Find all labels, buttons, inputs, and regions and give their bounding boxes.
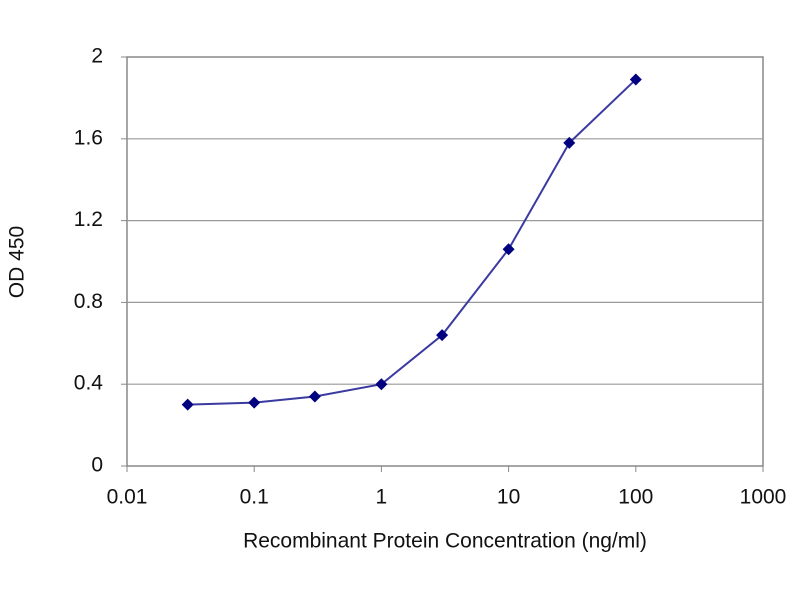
- data-point: [181, 398, 194, 411]
- y-tick-label: 0.4: [74, 372, 104, 395]
- data-point: [308, 390, 321, 403]
- x-tick-label: 1000: [740, 486, 787, 509]
- y-tick-label: 0: [91, 454, 103, 477]
- data-point: [629, 73, 642, 86]
- series-line: [187, 78, 637, 406]
- y-tick-label: 1.6: [74, 126, 103, 149]
- x-axis-label: Recombinant Protein Concentration (ng/ml…: [243, 530, 647, 553]
- x-tick-label: 1: [376, 486, 388, 509]
- x-tick-label: 0.1: [240, 486, 269, 509]
- data-point: [436, 329, 449, 342]
- plot-area: [126, 56, 764, 467]
- y-tick-label: 0.8: [74, 290, 103, 313]
- x-tick-label: 100: [618, 486, 653, 509]
- y-axis-label: OD 450: [6, 226, 29, 298]
- data-point: [375, 378, 388, 391]
- data-point: [248, 396, 261, 409]
- x-tick-label: 0.01: [107, 486, 148, 509]
- data-point: [563, 136, 576, 149]
- y-tick-label: 1.2: [74, 208, 103, 231]
- x-tick-label: 10: [497, 486, 520, 509]
- data-point: [502, 243, 515, 256]
- y-tick-label: 2: [91, 45, 103, 68]
